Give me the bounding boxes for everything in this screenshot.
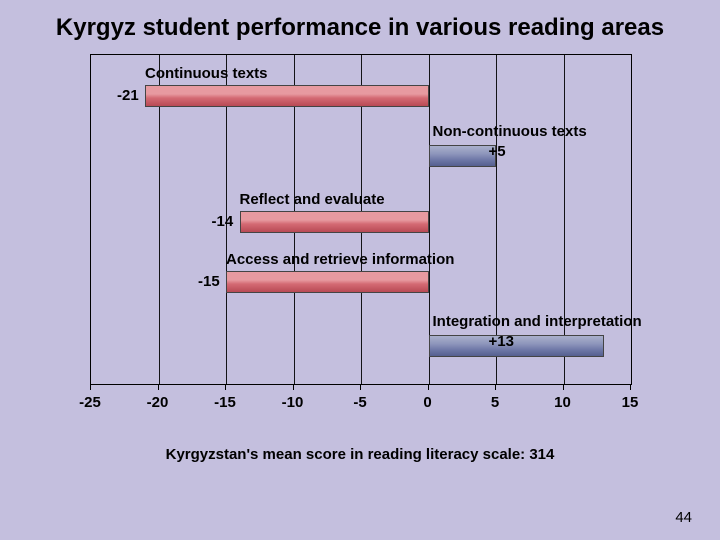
x-tick-label: 5	[491, 394, 499, 411]
x-tick-label: -10	[282, 394, 304, 411]
page-number: 44	[675, 509, 692, 526]
chart-title: Kyrgyz student performance in various re…	[0, 0, 720, 48]
x-tick-label: 0	[423, 394, 431, 411]
bar	[429, 145, 497, 167]
x-tick-label: -5	[353, 394, 366, 411]
bar-category-label: Continuous texts	[145, 65, 268, 82]
bar-value-label: -15	[198, 273, 220, 290]
bar	[145, 85, 429, 107]
x-axis-line	[90, 384, 630, 385]
x-tick-label: 10	[554, 394, 571, 411]
x-tick-label: -25	[79, 394, 101, 411]
bar-value-label: -14	[212, 213, 234, 230]
bar-value-label: +13	[489, 333, 514, 350]
bar-category-label: Integration and interpretation	[433, 313, 642, 330]
plot-area: Continuous texts -21 Non-continuous texts +…	[90, 54, 632, 385]
bar-category-label: Non-continuous texts	[433, 123, 587, 140]
bar-value-label: -21	[117, 87, 139, 104]
chart-footer: Kyrgyzstan's mean score in reading liter…	[0, 446, 720, 463]
x-tick-label: 15	[622, 394, 639, 411]
chart-container: Continuous texts -21 Non-continuous texts +…	[90, 54, 630, 434]
bar-category-label: Access and retrieve information	[226, 251, 454, 268]
bar-value-label: +5	[489, 143, 506, 160]
bar	[240, 211, 429, 233]
x-tick-label: -20	[147, 394, 169, 411]
bar-category-label: Reflect and evaluate	[240, 191, 385, 208]
bar	[429, 335, 605, 357]
x-tick-label: -15	[214, 394, 236, 411]
x-tick	[630, 384, 631, 390]
bar	[226, 271, 429, 293]
